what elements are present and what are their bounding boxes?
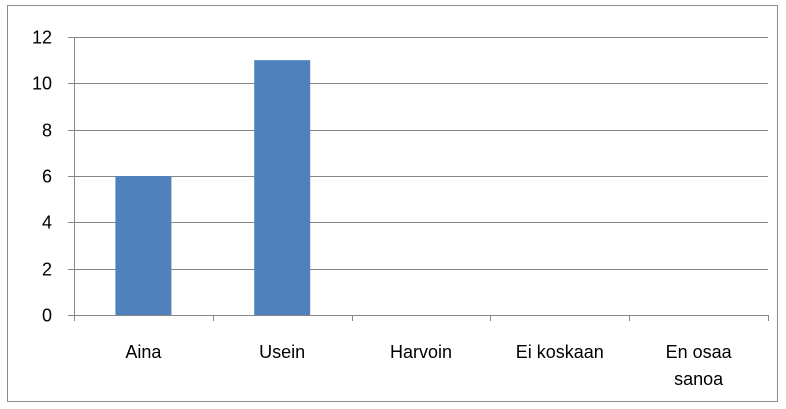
bar-usein: [254, 60, 311, 315]
x-category-label: Harvoin: [390, 342, 452, 362]
x-category-label: Ei koskaan: [516, 342, 604, 362]
x-category-label: Aina: [125, 342, 162, 362]
y-tick-label: 6: [42, 167, 52, 187]
gridlines: [74, 37, 768, 270]
x-category-label: sanoa: [674, 369, 724, 389]
y-tick-label: 0: [42, 306, 52, 326]
axes: [68, 37, 769, 321]
y-tick-label: 2: [42, 260, 52, 280]
y-tick-label: 10: [32, 74, 52, 94]
y-tick-labels: 0 2 4 6 8 10 12: [32, 28, 52, 326]
y-tick-label: 4: [42, 213, 52, 233]
y-tick-label: 12: [32, 28, 52, 48]
y-tick-label: 8: [42, 121, 52, 141]
x-category-label: Usein: [259, 342, 305, 362]
x-category-labels: Aina Usein Harvoin Ei koskaan En osaa sanoa: [125, 342, 732, 389]
x-category-label: En osaa: [666, 342, 733, 362]
bars: [115, 60, 311, 315]
bar-aina: [115, 176, 172, 315]
